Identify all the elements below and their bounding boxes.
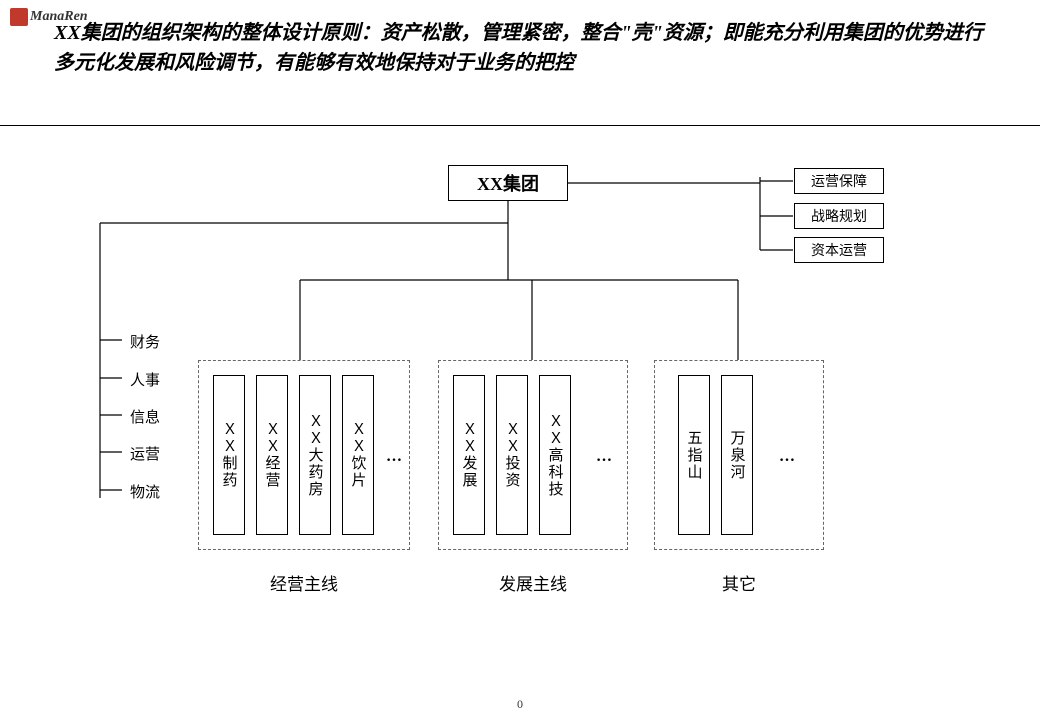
business-unit: ＸＸ制药 <box>213 375 245 535</box>
right-function-box: 战略规划 <box>794 203 884 229</box>
page-number: 0 <box>517 697 523 712</box>
left-function-label: 信息 <box>130 406 160 427</box>
left-function-label: 物流 <box>130 481 160 502</box>
group-label: 经营主线 <box>198 570 410 595</box>
business-unit: ＸＸ大药房 <box>299 375 331 535</box>
left-function-label: 财务 <box>130 331 160 352</box>
business-unit: ＸＸ投资 <box>496 375 528 535</box>
business-unit: ＸＸ饮片 <box>342 375 374 535</box>
business-unit: ＸＸ发展 <box>453 375 485 535</box>
left-function-label: 运营 <box>130 443 160 464</box>
business-unit: 五指山 <box>678 375 710 535</box>
left-function-label: 人事 <box>130 369 160 390</box>
page-title: XX集团的组织架构的整体设计原则：资产松散，管理紧密，整合"壳"资源；即能充分利… <box>54 18 1000 78</box>
group-label: 其它 <box>654 570 824 595</box>
org-chart: XX集团 运营保障战略规划资本运营财务人事信息运营物流 ＸＸ制药 ＸＸ经营 ＸＸ大药房 Ｘ… <box>0 150 1040 680</box>
right-function-box: 运营保障 <box>794 168 884 194</box>
ellipsis: … <box>596 448 612 466</box>
ellipsis: … <box>779 448 795 466</box>
business-unit: ＸＸ经营 <box>256 375 288 535</box>
group-label: 发展主线 <box>438 570 628 595</box>
root-node: XX集团 <box>448 165 568 201</box>
right-function-box: 资本运营 <box>794 237 884 263</box>
business-unit: ＸＸ高科技 <box>539 375 571 535</box>
horizontal-rule <box>0 125 1040 126</box>
ellipsis: … <box>386 448 402 466</box>
business-unit: 万泉河 <box>721 375 753 535</box>
logo-mark <box>10 8 28 26</box>
